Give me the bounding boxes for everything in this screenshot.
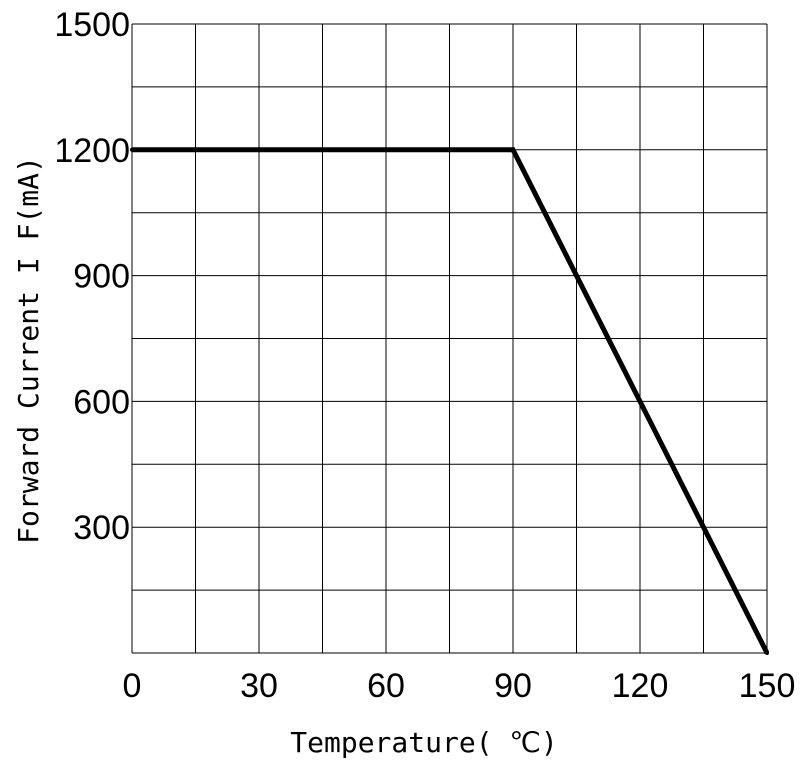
y-axis-title: Forward Current I F(mA) — [12, 156, 45, 544]
series-point — [765, 651, 769, 655]
series-group — [130, 147, 770, 655]
x-tick-label: 120 — [612, 667, 669, 705]
x-tick-label: 60 — [367, 667, 405, 705]
x-tick-label: 150 — [739, 667, 796, 705]
x-tick-labels: 0 30 60 90 120 150 — [123, 667, 796, 705]
series-point — [130, 147, 134, 152]
y-tick-labels: 300 600 900 1200 1500 — [54, 6, 130, 547]
x-axis-title: Temperature( ℃) — [290, 726, 557, 759]
y-tick-label: 300 — [73, 509, 130, 547]
y-tick-label: 1500 — [54, 6, 130, 44]
grid — [131, 23, 768, 654]
y-tick-label: 900 — [73, 258, 130, 296]
x-tick-label: 30 — [240, 667, 278, 705]
x-tick-label: 90 — [494, 667, 532, 705]
y-tick-label: 1200 — [54, 132, 130, 170]
series-point — [511, 147, 515, 152]
x-tick-label: 0 — [123, 667, 142, 705]
y-tick-label: 600 — [73, 383, 130, 421]
